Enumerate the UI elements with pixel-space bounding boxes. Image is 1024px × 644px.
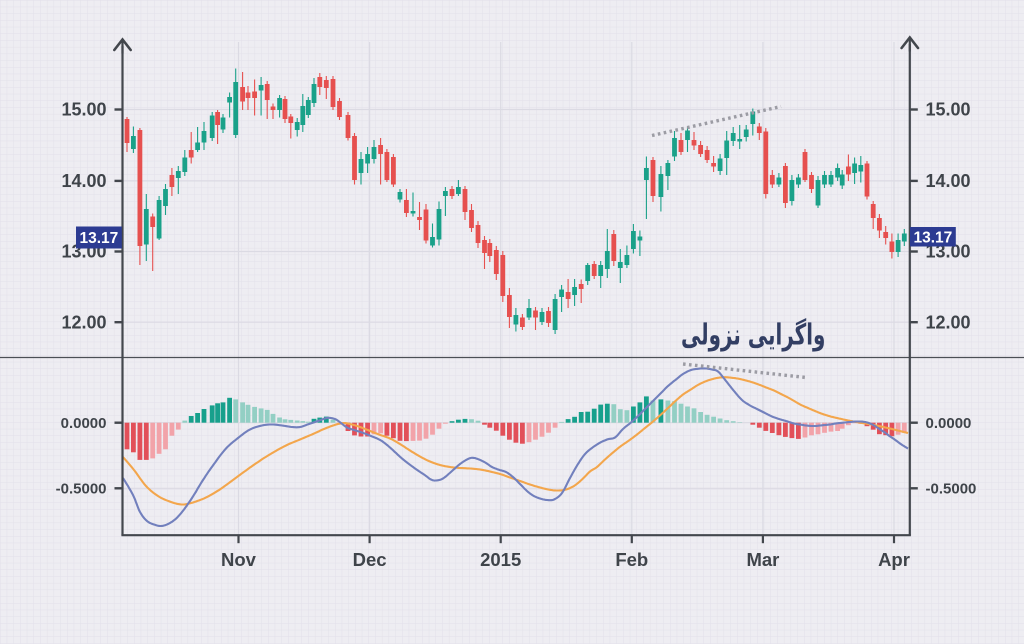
svg-text:0.0000: 0.0000 — [926, 415, 972, 432]
svg-text:15.00: 15.00 — [926, 100, 971, 120]
svg-text:Feb: Feb — [615, 549, 648, 570]
svg-text:13.17: 13.17 — [914, 230, 953, 247]
svg-text:Nov: Nov — [221, 549, 257, 570]
svg-text:0.0000: 0.0000 — [61, 415, 107, 432]
svg-text:Mar: Mar — [746, 549, 779, 570]
svg-text:15.00: 15.00 — [61, 100, 106, 120]
svg-text:2015: 2015 — [480, 549, 521, 570]
svg-text:14.00: 14.00 — [926, 171, 971, 191]
svg-text:13.17: 13.17 — [80, 230, 119, 247]
svg-text:-0.5000: -0.5000 — [56, 481, 107, 498]
svg-text:14.00: 14.00 — [61, 171, 106, 191]
svg-text:12.00: 12.00 — [926, 312, 971, 332]
svg-text:Dec: Dec — [353, 549, 387, 570]
svg-text:Apr: Apr — [878, 549, 910, 570]
svg-text:12.00: 12.00 — [61, 312, 106, 332]
svg-text:13.00: 13.00 — [926, 242, 971, 262]
svg-text:-0.5000: -0.5000 — [926, 481, 977, 498]
